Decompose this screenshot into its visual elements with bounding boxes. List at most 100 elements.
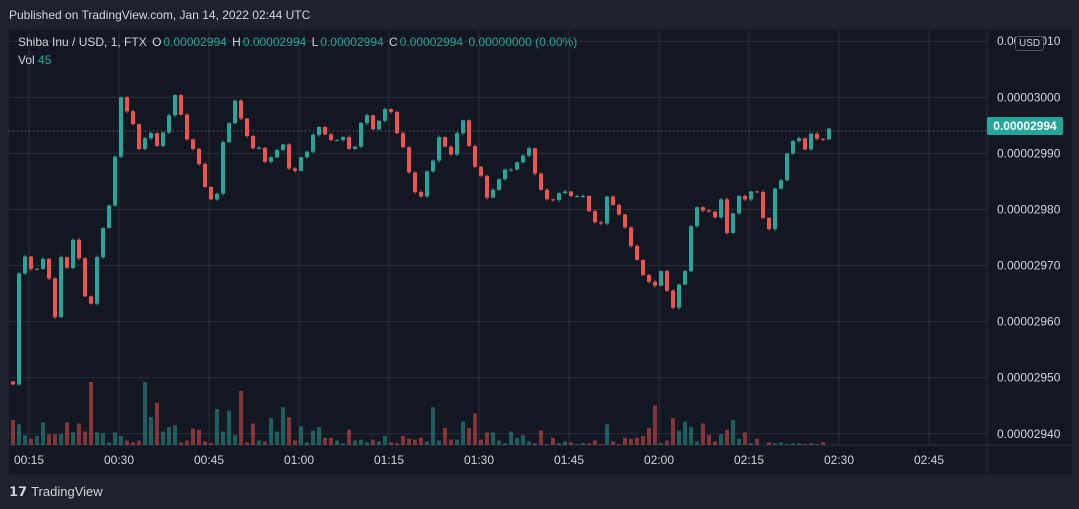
volume-bar [359,439,363,445]
volume-bar [395,443,399,445]
candle-body [767,217,771,230]
volume-bar [209,443,213,445]
candle-body [29,256,33,269]
candle-body [299,157,303,171]
volume-bar [251,423,255,445]
volume-bar [485,432,489,445]
candle-body [137,124,141,149]
time-tick-label: 00:15 [14,453,44,467]
candle-body [407,147,411,173]
candlestick-chart[interactable]: 0.00002940 0.00002950 0.00002960 0.00002970… [9,30,1072,474]
footer-brand[interactable]: 𝟭𝟳 TradingView [9,484,103,500]
candle-body [23,256,27,274]
volume-bar [47,434,51,445]
candle-body [11,381,15,385]
candle-body [371,115,375,130]
time-tick-label: 01:45 [554,453,584,467]
volume-bar [347,429,351,445]
candle-body [485,175,489,198]
volume-bar [11,419,15,445]
volume-bar [407,438,411,445]
candle-body [329,134,333,140]
volume-bar [815,444,819,445]
volume-bar [59,434,63,445]
volume-bar [551,437,555,445]
symbol-legend: Shiba Inu / USD, 1, FTX O 0.00002994 H 0.0… [18,35,579,49]
candle-body [197,148,201,165]
volume-bar [527,441,531,445]
time-tick-label: 00:30 [104,453,134,467]
candle-body [263,147,267,162]
published-caption: Published on TradingView.com, Jan 14, 20… [9,8,311,22]
volume-bar [113,432,117,445]
volume-bar [791,443,795,445]
candle-body [17,273,21,385]
candle-body [257,147,261,149]
volume-bar [185,440,189,445]
volume-bar [77,423,81,445]
candle-body [563,191,567,194]
candle-body [413,172,417,193]
candle-body [347,137,351,149]
volume-bar [221,431,225,445]
legend-close-value: 0.00002994 [399,35,464,49]
candle-body [59,257,63,318]
volume-bar [107,442,111,445]
candle-body [77,239,81,259]
currency-selector[interactable]: USD [1015,36,1045,51]
volume-bar [581,443,585,445]
candle-body [779,180,783,189]
candle-body [281,144,285,151]
volume-bar [233,435,237,445]
volume-bar [641,436,645,445]
candle-body [569,191,573,196]
candle-body [737,196,741,214]
candle-body [41,258,45,269]
volume-bar [653,405,657,445]
volume-bar [809,443,813,445]
volume-bar [377,441,381,445]
volume-bar [161,431,165,445]
price-tick-label: 0.00002980 [997,202,1061,216]
legend-high-value: 0.00002994 [242,35,307,49]
candle-body [503,169,507,180]
candle-body [659,271,663,286]
chart-pane[interactable]: 0.00002940 0.00002950 0.00002960 0.00002970… [9,30,1072,474]
volume-bar [533,443,537,445]
volume-bar [539,430,543,445]
volume-legend: Vol 45 [18,53,51,67]
legend-high-label: H [232,35,241,49]
candle-body [389,109,393,112]
candle-body [149,133,153,139]
last-price-label: 0.00002994 [987,117,1063,135]
candle-body [689,226,693,272]
legend-symbol[interactable]: Shiba Inu / USD, 1, FTX [18,35,147,49]
candle-body [641,259,645,276]
volume-label[interactable]: Vol [18,53,35,67]
volume-bar [431,407,435,445]
candle-body [155,133,159,147]
candle-body [545,189,549,200]
top-bar: Published on TradingView.com, Jan 14, 20… [0,0,1079,30]
volume-bar [677,430,681,445]
volume-bar [287,417,291,445]
candle-body [119,97,123,157]
candle-body [683,271,687,285]
candle-body [65,257,69,268]
candle-body [335,139,339,141]
volume-bar [227,410,231,445]
candle-body [713,211,717,218]
volume-bar [497,440,501,445]
volume-bar [371,439,375,445]
volume-bar [215,409,219,445]
time-tick-label: 02:45 [914,453,944,467]
volume-bar [293,440,297,445]
volume-bar [689,427,693,445]
candle-body [785,153,789,181]
candle-body [809,133,813,150]
volume-bar [719,434,723,445]
candle-body [743,196,747,200]
candle-body [203,164,207,188]
volume-bar [299,426,303,445]
volume-bar [617,444,621,445]
